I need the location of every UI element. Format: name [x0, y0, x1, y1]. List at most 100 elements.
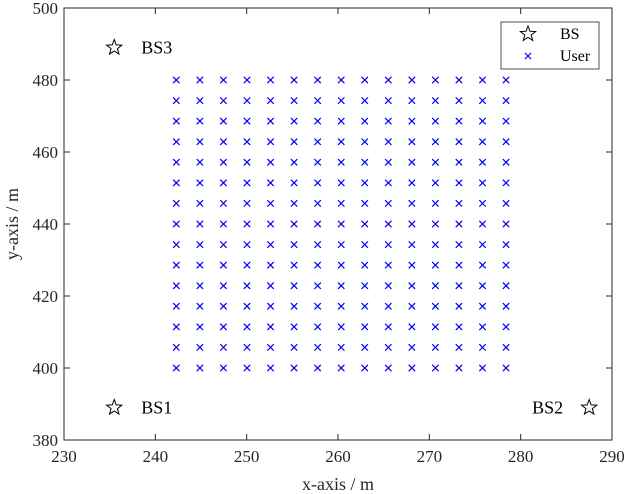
user-marker — [408, 261, 416, 269]
user-marker — [243, 364, 251, 372]
user-marker — [172, 158, 180, 166]
legend-label-bs: BS — [560, 26, 580, 43]
user-marker — [478, 76, 487, 84]
user-marker — [455, 282, 463, 290]
y-tick-label: 460 — [33, 143, 59, 162]
user-marker — [266, 76, 275, 84]
user-marker — [243, 199, 251, 208]
user-marker — [478, 199, 487, 208]
user-marker — [478, 282, 487, 290]
user-marker — [478, 323, 487, 331]
y-tick-label: 400 — [33, 359, 59, 378]
user-marker — [314, 343, 322, 352]
legend-label-user: User — [560, 48, 591, 65]
user-marker — [478, 117, 487, 125]
user-marker — [361, 343, 369, 352]
user-marker — [219, 364, 228, 372]
user-marker — [337, 220, 345, 228]
user-marker — [361, 117, 369, 125]
user-marker — [243, 302, 251, 310]
user-marker — [361, 76, 369, 84]
user-marker — [431, 138, 440, 146]
user-marker — [266, 261, 275, 269]
user-marker — [455, 364, 463, 372]
user-marker — [196, 240, 204, 249]
user-marker — [243, 117, 251, 125]
user-marker — [361, 138, 369, 146]
user-marker — [337, 199, 345, 208]
user-marker — [314, 138, 322, 146]
user-marker — [384, 261, 392, 269]
user-marker — [502, 240, 510, 249]
user-marker — [384, 220, 392, 228]
user-marker — [337, 96, 345, 105]
user-marker — [478, 240, 487, 249]
user-marker — [408, 199, 416, 208]
user-marker — [502, 343, 510, 352]
x-tick-label: 260 — [325, 447, 351, 466]
user-marker — [478, 261, 487, 269]
user-marker — [361, 323, 369, 331]
user-marker — [431, 302, 440, 310]
user-marker — [314, 220, 322, 228]
user-marker — [196, 261, 204, 269]
user-marker — [502, 158, 510, 166]
x-tick-label: 230 — [51, 447, 77, 466]
user-marker — [290, 282, 298, 290]
user-marker — [384, 179, 392, 187]
user-marker — [290, 261, 298, 269]
user-marker — [455, 96, 463, 105]
user-marker — [172, 343, 180, 352]
user-marker — [172, 302, 180, 310]
user-marker — [384, 76, 392, 84]
user-marker — [314, 323, 322, 331]
user-marker — [219, 261, 228, 269]
user-marker — [408, 282, 416, 290]
user-marker — [478, 96, 487, 105]
user-marker — [361, 179, 369, 187]
y-tick-label: 480 — [33, 71, 59, 90]
user-marker — [431, 117, 440, 125]
user-marker — [408, 117, 416, 125]
user-marker — [431, 343, 440, 352]
user-marker — [502, 364, 510, 372]
user-marker — [314, 364, 322, 372]
user-marker — [361, 158, 369, 166]
user-marker — [502, 220, 510, 228]
bs-label: BS3 — [141, 38, 172, 58]
user-marker — [361, 364, 369, 372]
user-marker — [243, 282, 251, 290]
user-marker — [408, 96, 416, 105]
user-marker — [219, 220, 228, 228]
user-marker — [243, 138, 251, 146]
user-marker — [431, 261, 440, 269]
user-marker — [243, 220, 251, 228]
user-marker — [196, 220, 204, 228]
user-marker — [455, 220, 463, 228]
user-marker — [243, 323, 251, 331]
user-marker — [290, 302, 298, 310]
user-marker — [172, 117, 180, 125]
user-marker — [408, 220, 416, 228]
user-marker — [431, 179, 440, 187]
user-marker — [290, 323, 298, 331]
user-marker — [431, 323, 440, 331]
user-marker — [219, 138, 228, 146]
user-marker — [478, 179, 487, 187]
user-marker — [455, 343, 463, 352]
user-marker — [219, 76, 228, 84]
user-marker — [172, 138, 180, 146]
user-marker — [431, 282, 440, 290]
user-marker — [196, 343, 204, 352]
user-marker — [502, 117, 510, 125]
user-marker — [172, 282, 180, 290]
user-marker — [502, 76, 510, 84]
y-tick-label: 380 — [33, 431, 59, 450]
user-marker — [384, 343, 392, 352]
user-marker — [314, 302, 322, 310]
user-marker — [314, 96, 322, 105]
user-marker — [502, 323, 510, 331]
user-marker — [384, 240, 392, 249]
user-marker — [290, 199, 298, 208]
user-marker — [314, 240, 322, 249]
